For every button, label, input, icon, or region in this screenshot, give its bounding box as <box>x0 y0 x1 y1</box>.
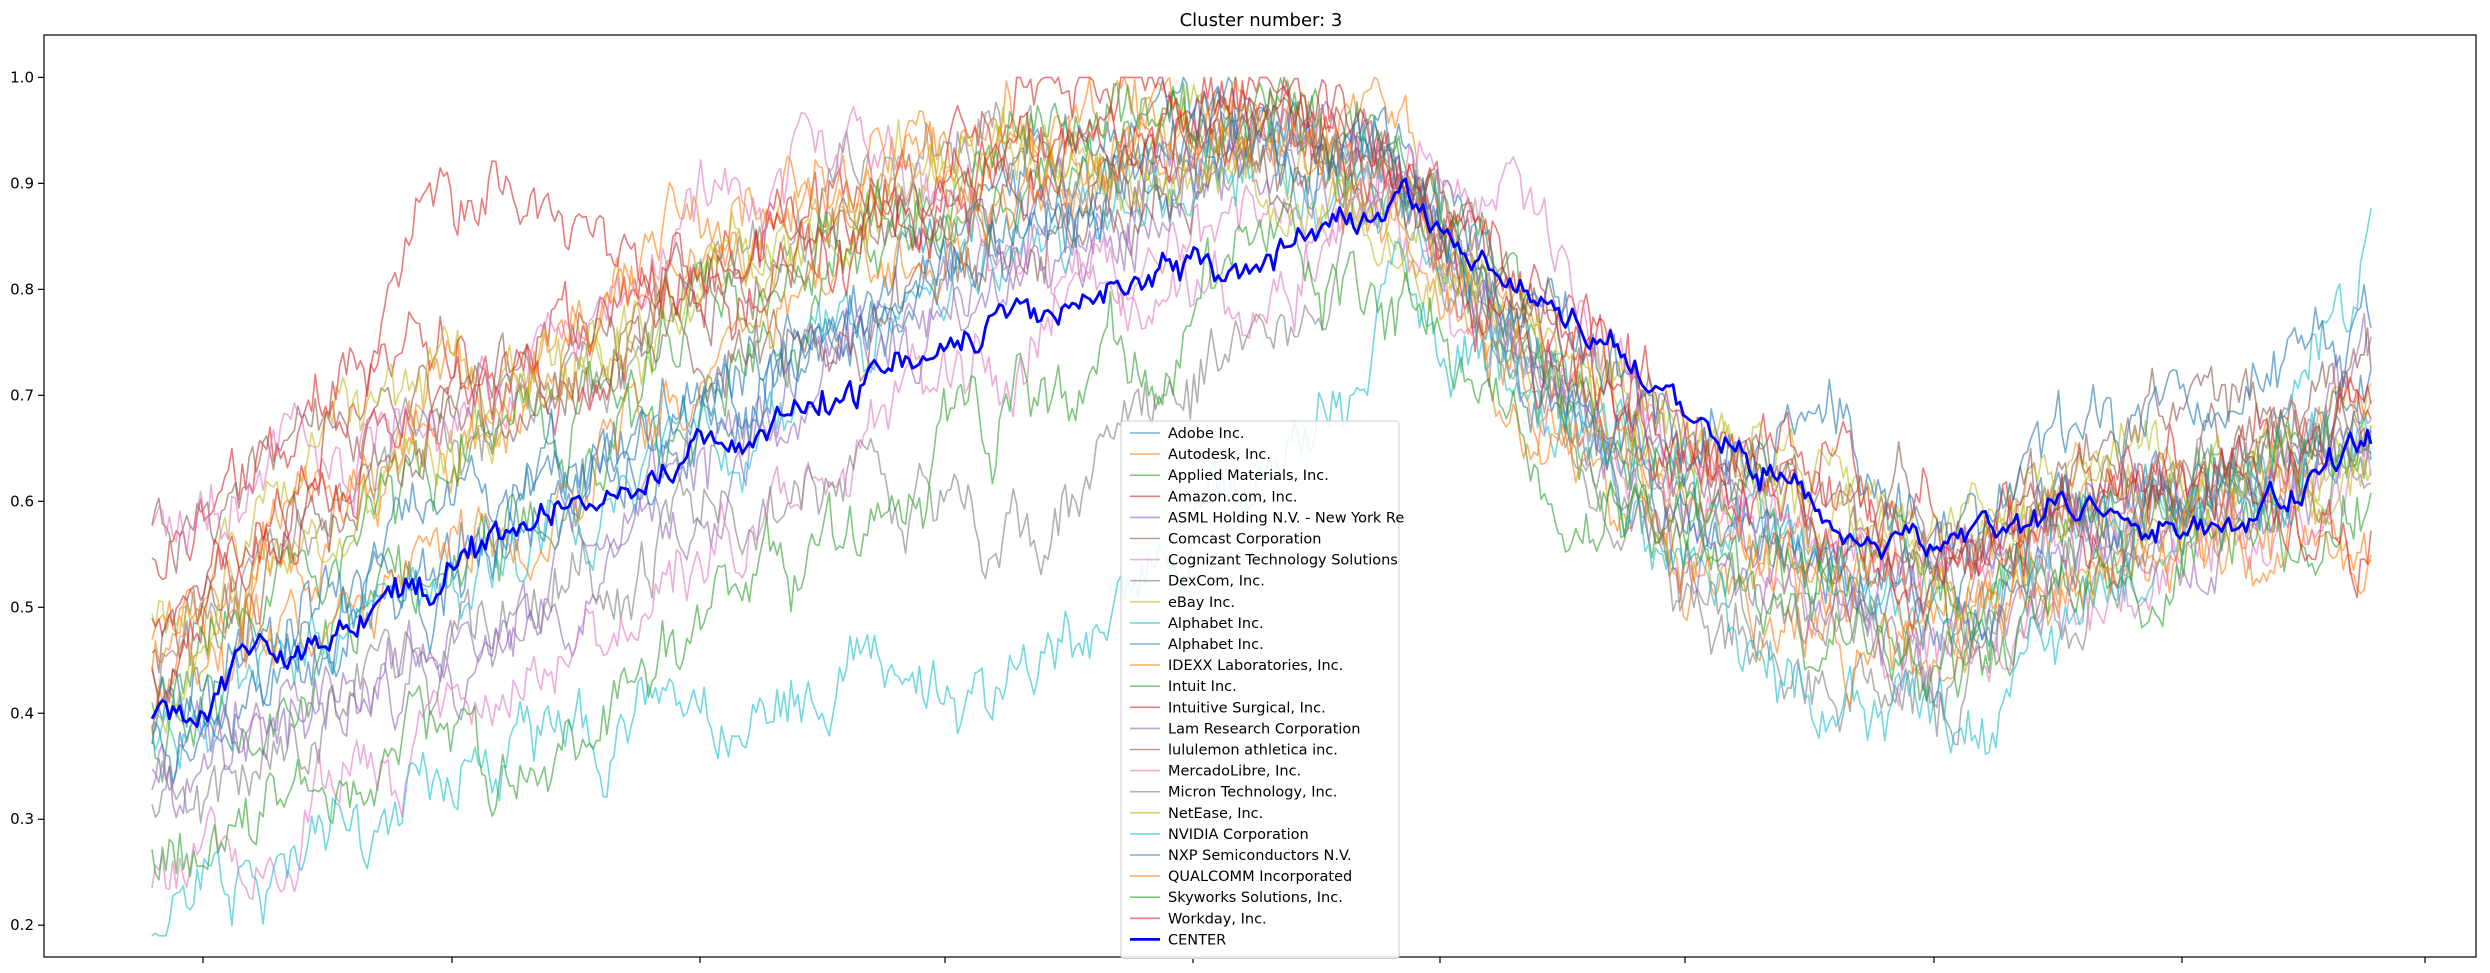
y-tick-label: 0.8 <box>10 280 34 298</box>
legend-label: Autodesk, Inc. <box>1168 447 1271 463</box>
legend-label: ASML Holding N.V. - New York Re <box>1168 510 1404 526</box>
legend-label: IDEXX Laboratories, Inc. <box>1168 658 1343 674</box>
y-tick-label: 0.4 <box>10 704 34 722</box>
legend-label: Amazon.com, Inc. <box>1168 489 1297 505</box>
legend-label: Lam Research Corporation <box>1168 721 1360 737</box>
y-tick-label: 0.5 <box>10 598 34 616</box>
legend-label: Workday, Inc. <box>1168 911 1267 927</box>
legend-label: Alphabet Inc. <box>1168 637 1264 653</box>
legend-label: NetEase, Inc. <box>1168 806 1263 822</box>
legend-label: Applied Materials, Inc. <box>1168 468 1329 484</box>
legend-label: Intuitive Surgical, Inc. <box>1168 700 1326 716</box>
center-line <box>150 177 2373 728</box>
legend-label: Comcast Corporation <box>1168 532 1321 548</box>
series-line <box>151 106 2372 734</box>
y-tick-label: 0.2 <box>10 916 34 934</box>
legend-label: lululemon athletica inc. <box>1168 743 1338 759</box>
series-line <box>151 169 2372 901</box>
legend-label: Micron Technology, Inc. <box>1168 785 1337 801</box>
legend-label: QUALCOMM Incorporated <box>1168 869 1352 885</box>
legend-label: Intuit Inc. <box>1168 679 1237 695</box>
series-line <box>151 76 2372 581</box>
y-tick-label: 0.6 <box>10 492 34 510</box>
legend-label: Cognizant Technology Solutions <box>1168 553 1398 569</box>
chart-title: Cluster number: 3 <box>1180 10 1343 31</box>
series-line <box>151 76 2372 705</box>
series-line <box>151 87 2372 730</box>
series-layer <box>150 76 2373 937</box>
legend-box <box>1120 420 1400 959</box>
legend-label: eBay Inc. <box>1168 595 1235 611</box>
series-line <box>151 99 2372 733</box>
legend: Adobe Inc. Autodesk, Inc. Applied Material… <box>1120 420 1404 959</box>
y-tick-label: 0.9 <box>10 174 34 192</box>
legend-label: Adobe Inc. <box>1168 426 1245 442</box>
legend-label: Alphabet Inc. <box>1168 616 1264 632</box>
y-tick-label: 0.3 <box>10 810 34 828</box>
legend-label: DexCom, Inc. <box>1168 574 1265 590</box>
y-tick-label: 0.7 <box>10 386 34 404</box>
series-line <box>151 176 2372 824</box>
legend-label: NVIDIA Corporation <box>1168 827 1309 843</box>
legend-label: NXP Semiconductors N.V. <box>1168 848 1352 864</box>
legend-label: Skyworks Solutions, Inc. <box>1168 890 1343 906</box>
y-tick-label: 1.0 <box>10 68 34 86</box>
series-line <box>151 105 2372 707</box>
legend-label: CENTER <box>1168 932 1226 948</box>
series-line <box>151 113 2372 791</box>
series-line <box>151 202 2372 881</box>
series-line <box>151 108 2372 674</box>
legend-label: MercadoLibre, Inc. <box>1168 764 1301 780</box>
